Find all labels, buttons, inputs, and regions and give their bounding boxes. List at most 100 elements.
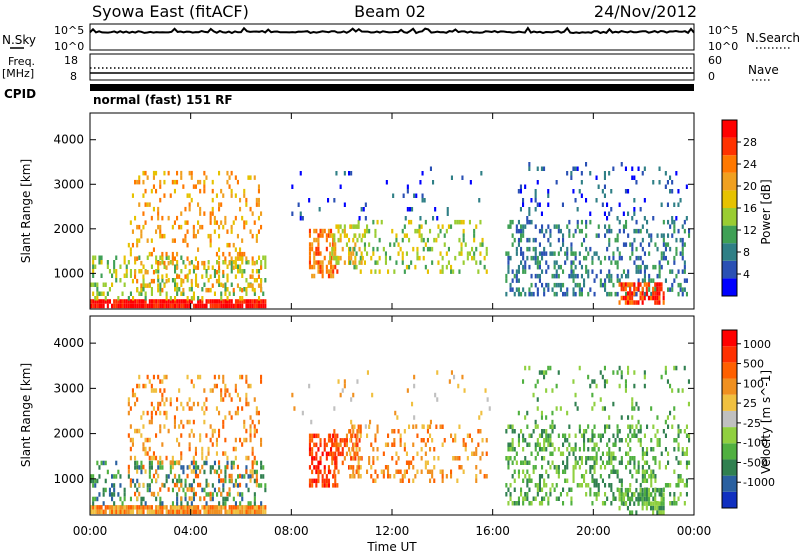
range-cell xyxy=(511,460,514,465)
range-cell xyxy=(176,492,179,497)
range-cell xyxy=(90,474,93,479)
range-cell xyxy=(215,278,218,284)
range-cell xyxy=(517,287,520,292)
range-cell xyxy=(161,482,164,488)
range-cell xyxy=(511,219,514,225)
range-cell xyxy=(473,251,476,256)
range-cell xyxy=(635,269,638,274)
range-cell xyxy=(136,487,139,493)
range-cell xyxy=(167,428,170,434)
range-cell xyxy=(209,465,212,470)
range-cell xyxy=(511,442,514,447)
range-cell xyxy=(260,303,263,309)
range-cell xyxy=(572,474,575,479)
range-cell xyxy=(96,505,99,510)
range-cell xyxy=(341,438,344,443)
range-cell xyxy=(358,447,361,452)
range-cell xyxy=(633,260,636,265)
range-cell xyxy=(616,487,619,492)
range-cell xyxy=(345,242,348,247)
range-cell xyxy=(207,265,210,270)
range-cell xyxy=(129,446,132,452)
range-cell xyxy=(247,487,250,493)
range-cell xyxy=(629,510,632,515)
range-cell xyxy=(591,478,594,483)
range-cell xyxy=(96,496,99,502)
range-cell xyxy=(393,474,396,479)
range-cell xyxy=(96,509,99,515)
range-cell xyxy=(243,220,246,225)
range-cell xyxy=(547,193,550,198)
range-cell xyxy=(545,483,548,488)
range-cell xyxy=(247,175,250,180)
range-cell xyxy=(134,465,137,470)
range-cell xyxy=(138,505,141,510)
range-cell xyxy=(524,365,527,371)
range-cell xyxy=(612,465,615,470)
range-cell xyxy=(424,242,427,247)
range-cell xyxy=(679,287,682,292)
range-cell xyxy=(325,451,328,457)
range-cell xyxy=(100,299,103,304)
range-cell xyxy=(662,429,665,434)
range-cell xyxy=(218,269,221,274)
range-cell xyxy=(570,171,573,176)
range-cell xyxy=(462,237,465,243)
range-cell xyxy=(450,370,453,375)
range-cell xyxy=(671,269,674,274)
range-cell xyxy=(614,496,617,501)
range-cell xyxy=(190,175,193,180)
range-cell xyxy=(146,269,149,275)
range-cell xyxy=(543,233,546,238)
range-cell xyxy=(660,492,663,497)
range-cell xyxy=(188,193,191,198)
range-cell xyxy=(222,501,225,506)
range-cell xyxy=(423,198,426,203)
range-cell xyxy=(201,406,204,411)
nave-tick-bottom: 0 xyxy=(708,70,715,83)
range-cell xyxy=(612,401,615,407)
range-cell xyxy=(658,442,661,447)
range-cell xyxy=(664,465,667,470)
range-cell xyxy=(479,429,482,434)
range-cell xyxy=(113,501,116,506)
range-cell xyxy=(515,273,518,279)
range-cell xyxy=(247,299,250,304)
range-cell xyxy=(157,274,160,279)
range-cell xyxy=(153,509,156,515)
range-cell xyxy=(583,429,586,434)
range-cell xyxy=(547,474,550,479)
range-cell xyxy=(222,269,225,275)
range-cell xyxy=(148,299,151,304)
range-cell xyxy=(543,429,546,434)
range-cell xyxy=(90,509,93,515)
range-cell xyxy=(201,487,204,493)
range-cell xyxy=(190,282,193,287)
range-cell xyxy=(568,442,571,447)
range-cell xyxy=(652,505,655,511)
range-cell xyxy=(677,189,680,194)
range-cell xyxy=(251,446,254,452)
range-cell xyxy=(620,456,623,461)
range-cell xyxy=(209,303,212,309)
range-cell xyxy=(201,303,204,309)
range-cell xyxy=(671,180,674,185)
range-cell xyxy=(180,505,183,510)
range-cell xyxy=(401,255,404,261)
range-cell xyxy=(334,451,337,457)
range-cell xyxy=(174,299,177,304)
range-cell xyxy=(570,175,573,180)
range-cell xyxy=(574,433,577,438)
range-cell xyxy=(224,291,227,296)
range-cell xyxy=(144,202,147,207)
range-cell xyxy=(207,451,210,456)
range-cell xyxy=(608,211,611,216)
range-cell xyxy=(405,451,408,456)
range-cell xyxy=(186,274,189,279)
range-cell xyxy=(683,483,686,488)
range-cell xyxy=(203,460,206,466)
range-cell xyxy=(429,246,432,252)
range-cell xyxy=(239,374,242,380)
range-cell xyxy=(165,410,168,416)
range-cell xyxy=(633,433,636,438)
